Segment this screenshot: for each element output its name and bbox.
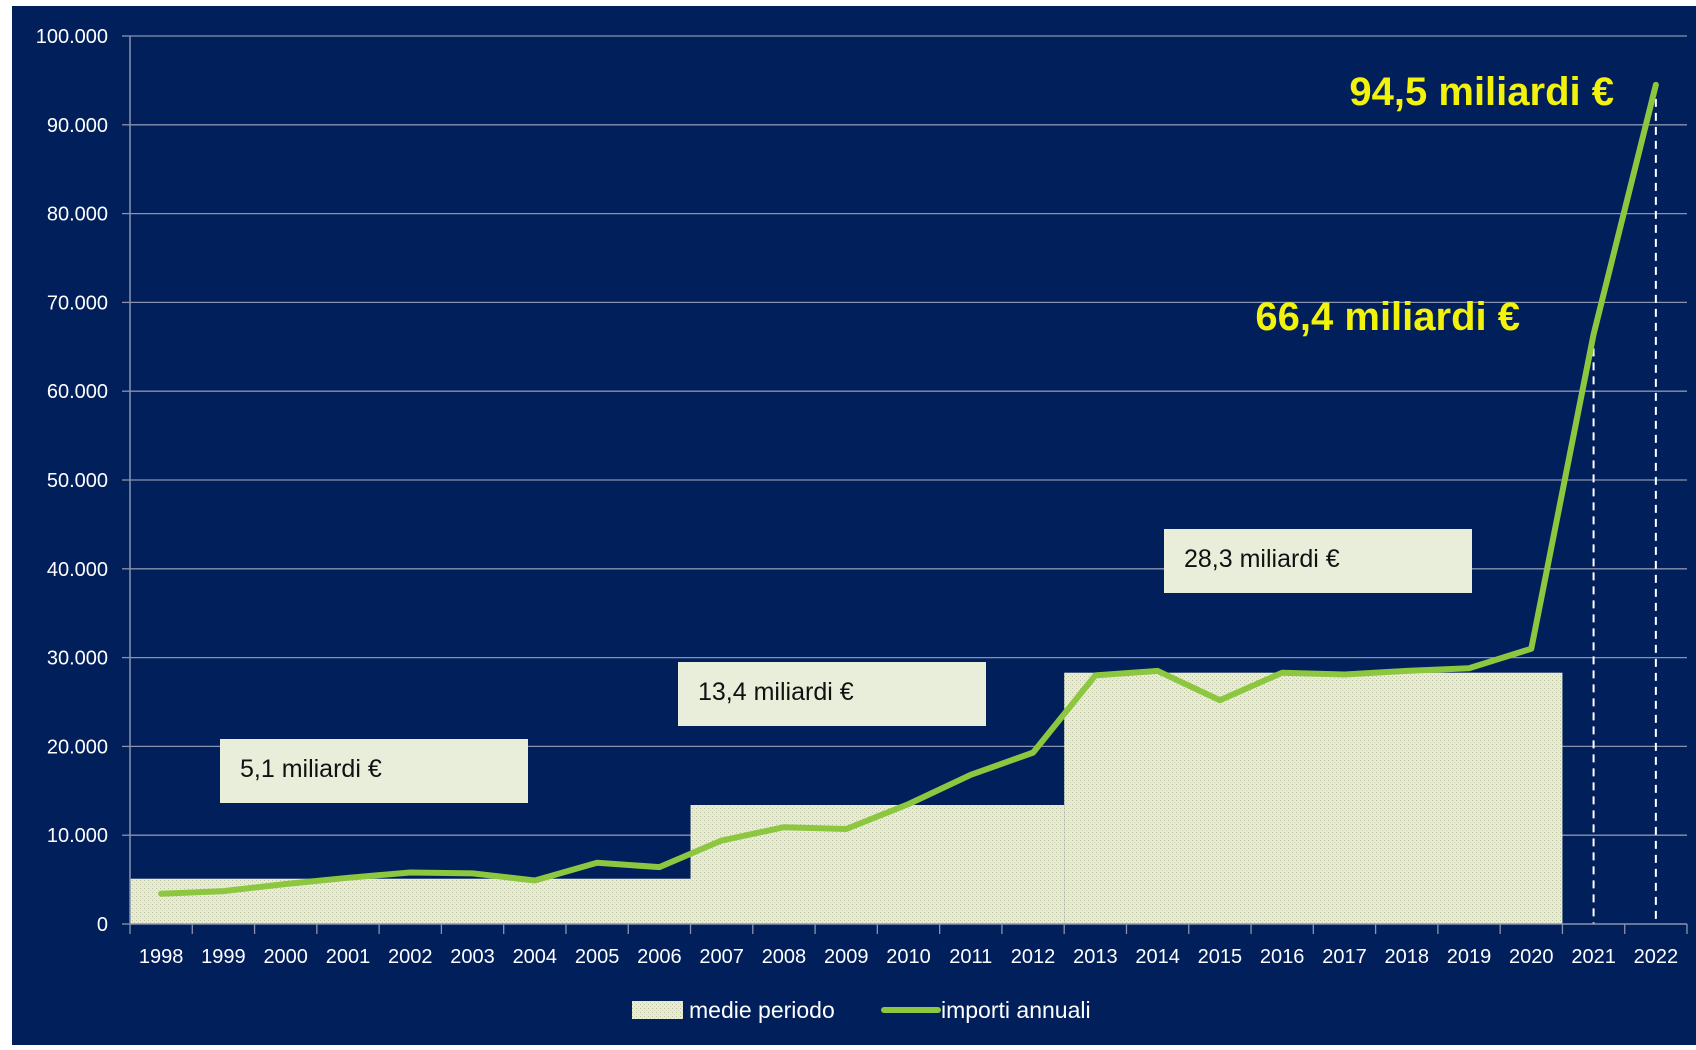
x-tick-label: 2016 <box>1260 946 1305 968</box>
y-tick-label: 10.000 <box>47 825 108 847</box>
x-tick-label: 2010 <box>886 946 931 968</box>
x-tick-label: 2007 <box>699 946 744 968</box>
x-tick-label: 2004 <box>513 946 558 968</box>
highlight-label: 66,4 miliardi € <box>1255 295 1520 339</box>
x-tick-label: 2019 <box>1447 946 1492 968</box>
period-average-segment <box>691 805 1065 924</box>
y-tick-label: 60.000 <box>47 381 108 403</box>
x-tick-label: 2006 <box>637 946 682 968</box>
annotation-label: 5,1 miliardi € <box>240 755 382 783</box>
x-tick-label: 2009 <box>824 946 869 968</box>
y-tick-label: 50.000 <box>47 470 108 492</box>
x-tick-label: 2017 <box>1322 946 1367 968</box>
legend-label: medie periodo <box>689 997 835 1023</box>
y-tick-label: 40.000 <box>47 559 108 581</box>
x-tick-label: 2022 <box>1634 946 1679 968</box>
y-tick-label: 70.000 <box>47 292 108 314</box>
x-tick-label: 2011 <box>949 946 992 968</box>
highlight-label: 94,5 miliardi € <box>1349 70 1614 114</box>
x-tick-label: 2003 <box>450 946 495 968</box>
y-tick-label: 20.000 <box>47 736 108 758</box>
x-tick-label: 2000 <box>263 946 308 968</box>
x-tick-label: 2012 <box>1011 946 1056 968</box>
x-tick-label: 2013 <box>1073 946 1118 968</box>
annotation-label: 28,3 miliardi € <box>1184 545 1340 573</box>
period-average-segment <box>130 879 691 924</box>
legend-swatch-area <box>632 1001 683 1019</box>
y-tick-label: 80.000 <box>47 204 108 226</box>
y-tick-label: 90.000 <box>47 115 108 137</box>
x-tick-label: 2008 <box>762 946 807 968</box>
x-tick-label: 2021 <box>1571 946 1616 968</box>
x-tick-label: 1999 <box>201 946 246 968</box>
period-average-segment <box>1064 673 1562 924</box>
y-tick-label: 100.000 <box>36 26 108 48</box>
annotation-label: 13,4 miliardi € <box>698 678 854 706</box>
y-tick-label: 30.000 <box>47 648 108 670</box>
x-tick-label: 2015 <box>1198 946 1243 968</box>
x-tick-label: 2018 <box>1384 946 1429 968</box>
x-tick-label: 2002 <box>388 946 433 968</box>
x-tick-label: 2001 <box>326 946 371 968</box>
y-tick-label: 0 <box>97 914 108 936</box>
x-tick-label: 2014 <box>1135 946 1180 968</box>
x-tick-label: 1998 <box>139 946 184 968</box>
legend-label: importi annuali <box>941 997 1091 1023</box>
x-tick-label: 2020 <box>1509 946 1554 968</box>
x-tick-label: 2005 <box>575 946 620 968</box>
